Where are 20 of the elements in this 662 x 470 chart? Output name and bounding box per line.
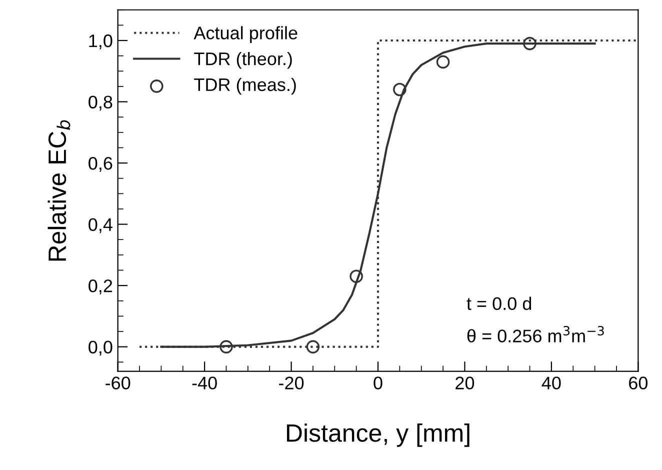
x-tick-label: 60 <box>629 376 648 390</box>
x-tick-label: 40 <box>542 376 561 390</box>
x-tick-label: -40 <box>192 376 217 390</box>
y-tick-label: 0,2 <box>88 279 112 294</box>
x-tick-label: -60 <box>106 376 130 390</box>
x-tick-label: 0 <box>374 376 382 390</box>
annotation: θ = 0.256 m$^{3}$m$^{−3}$ <box>467 326 604 342</box>
legend-label: TDR (theor.) <box>194 52 292 69</box>
x-tick-label: 20 <box>456 376 474 390</box>
y-tick-label: 0,4 <box>88 218 112 234</box>
x-tick-label: -20 <box>279 376 304 390</box>
annotation: t = 0.0 d <box>466 296 532 310</box>
legend-label: Actual profile <box>194 26 298 43</box>
y-tick-label: 0,6 <box>88 156 112 172</box>
y-axis-title: Relative EC$_{b}$ <box>48 120 70 261</box>
y-tick-label: 0,8 <box>88 96 112 111</box>
y-tick-label: 1,0 <box>89 34 112 50</box>
legend-label: TDR (meas.) <box>194 78 296 95</box>
y-tick-label: 0,0 <box>88 340 112 356</box>
x-axis-title: Distance, y [mm] <box>286 424 470 447</box>
